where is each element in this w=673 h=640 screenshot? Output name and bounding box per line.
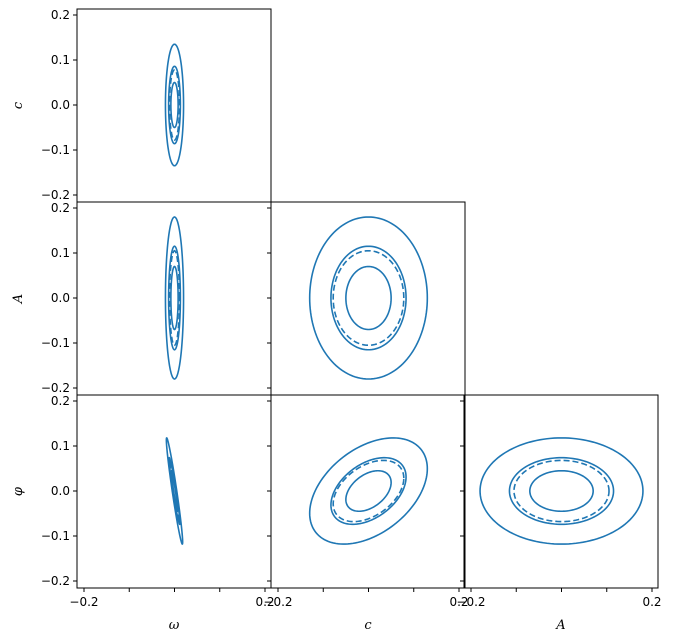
contour-c-phi-2 <box>332 459 405 523</box>
contour-omega-c-3 <box>170 81 179 129</box>
contour-omega-c-2 <box>168 69 181 141</box>
contour-omega-A-0 <box>164 216 185 380</box>
xtick-label-c-phi-0: −0.2 <box>263 595 292 609</box>
contour-c-phi-0 <box>308 437 429 545</box>
contour-c-phi-1 <box>330 456 407 526</box>
panel-c-A <box>267 201 466 396</box>
xlabel-omega-phi: ω <box>169 618 180 633</box>
xlabel-A-phi: A <box>555 618 565 633</box>
frame-c-phi <box>270 394 466 589</box>
panel-omega-A: −0.2 −0.1 0.0 0.1 0.2 A <box>11 201 272 396</box>
panel-c-phi: −0.2 0.2 c <box>263 394 469 633</box>
ytick-label-omega-A-4: 0.2 <box>51 201 70 215</box>
ytick-label-omega-A-3: 0.1 <box>51 246 70 260</box>
ytick-label-omega-A-0: −0.2 <box>41 381 70 395</box>
contour-omega-A-1 <box>167 245 182 351</box>
frame-A-phi <box>463 394 659 589</box>
ytick-label-omega-phi-3: 0.1 <box>51 439 70 453</box>
contour-omega-c-1 <box>167 65 182 145</box>
ytick-label-omega-A-2: 0.0 <box>51 291 70 305</box>
contour-omega-A-3 <box>170 265 179 331</box>
frame-omega-c <box>76 8 272 203</box>
xtick-label-c-phi-4: 0.2 <box>449 595 468 609</box>
ytick-label-omega-c-1: −0.1 <box>41 143 70 157</box>
frame-c-A <box>270 201 466 396</box>
contour-omega-c-0 <box>164 43 185 167</box>
xtick-label-A-phi-4: 0.2 <box>642 595 661 609</box>
contour-c-A-0 <box>308 216 429 380</box>
ytick-label-omega-A-1: −0.1 <box>41 336 70 350</box>
ytick-label-omega-c-2: 0.0 <box>51 98 70 112</box>
contour-A-phi-1 <box>508 456 615 526</box>
contour-omega-phi-0 <box>165 437 184 545</box>
contour-c-A-1 <box>330 245 407 351</box>
contour-omega-A-2 <box>168 249 181 347</box>
ytick-label-omega-phi-0: −0.2 <box>41 574 70 588</box>
ylabel-omega-c: c <box>11 101 26 109</box>
xtick-label-omega-phi-4: 0.2 <box>255 595 274 609</box>
xtick-label-omega-phi-0: −0.2 <box>69 595 98 609</box>
contour-omega-phi-3 <box>170 469 179 513</box>
contour-c-A-2 <box>332 249 405 347</box>
panel-omega-c: −0.2 −0.1 0.0 0.1 0.2 c <box>11 8 272 203</box>
panel-omega-phi: −0.2 −0.1 0.0 0.1 0.2 −0.2 0.2 φ ω <box>11 394 275 633</box>
frame-omega-A <box>76 201 272 396</box>
contour-c-A-3 <box>345 265 392 331</box>
panel-A-phi: −0.2 0.2 A <box>456 394 662 633</box>
ylabel-omega-phi: φ <box>11 486 26 496</box>
contour-c-phi-3 <box>345 469 392 513</box>
contour-omega-phi-2 <box>169 459 180 523</box>
contour-A-phi-3 <box>529 469 594 513</box>
ytick-label-omega-phi-4: 0.2 <box>51 394 70 408</box>
contour-A-phi-0 <box>479 437 644 545</box>
ytick-label-omega-phi-2: 0.0 <box>51 484 70 498</box>
contour-A-phi-2 <box>513 459 610 523</box>
ytick-label-omega-c-4: 0.2 <box>51 8 70 22</box>
xlabel-c-phi: c <box>364 618 372 633</box>
xtick-label-A-phi-0: −0.2 <box>456 595 485 609</box>
ytick-label-omega-c-3: 0.1 <box>51 53 70 67</box>
ylabel-omega-A: A <box>11 294 26 304</box>
ytick-label-omega-c-0: −0.2 <box>41 188 70 202</box>
ytick-label-omega-phi-1: −0.1 <box>41 529 70 543</box>
